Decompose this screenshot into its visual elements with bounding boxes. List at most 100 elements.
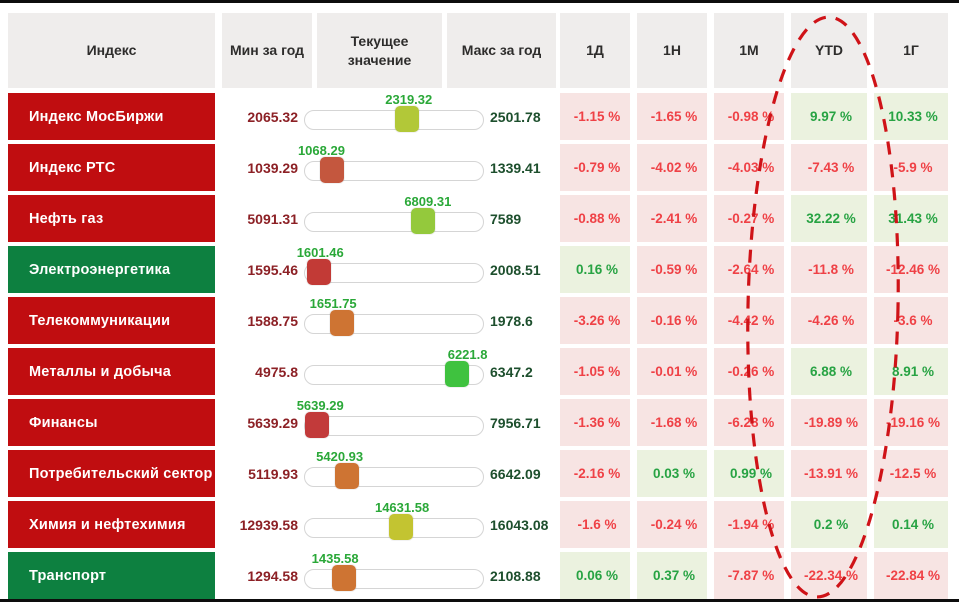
max-value: 7956.71 (490, 414, 541, 431)
slider-track[interactable] (304, 565, 484, 591)
slider-handle[interactable] (307, 259, 332, 285)
range-slider: 1601.46 (297, 245, 484, 293)
table-row: Индекс МосБиржи 2065.32 2319.32 2501.78 … (8, 92, 959, 140)
header-ytd: YTD (791, 13, 867, 88)
change-ytd: -11.8 % (791, 246, 867, 293)
index-name-cell[interactable]: Индекс РТС (8, 144, 215, 191)
change-ytd: -4.26 % (791, 297, 867, 344)
slider-track[interactable] (304, 412, 484, 438)
current-value-label: 14631.58 (374, 500, 430, 515)
index-name-cell[interactable]: Транспорт (8, 552, 215, 599)
change-1y: 8.91 % (874, 348, 948, 395)
slider-track[interactable] (304, 463, 484, 489)
current-value-label: 1068.29 (297, 143, 345, 158)
range-slider: 1068.29 (298, 143, 484, 191)
index-name: Химия и нефтехимия (29, 516, 186, 533)
slider-handle[interactable] (410, 208, 435, 234)
change-1y: -12.46 % (874, 246, 948, 293)
table-header: Индекс Мин за год Текущее значение Макс … (8, 13, 959, 88)
change-1m: -0.98 % (714, 93, 784, 140)
min-value: 2065.32 (247, 108, 298, 125)
max-value: 2501.78 (490, 108, 541, 125)
range-slider: 1651.75 (304, 296, 484, 344)
change-1d: -2.16 % (560, 450, 630, 497)
slider-handle[interactable] (444, 361, 469, 387)
slider-handle[interactable] (329, 310, 354, 336)
table-row: Транспорт 1294.58 1435.58 2108.88 0.06 %… (8, 551, 959, 599)
max-value: 1339.41 (490, 159, 541, 176)
index-name-cell[interactable]: Индекс МосБиржи (8, 93, 215, 140)
index-name-cell[interactable]: Потребительский сектор (8, 450, 215, 497)
table-row: Электроэнергетика 1595.46 1601.46 2008.5… (8, 245, 959, 293)
current-value-label: 6221.8 (447, 347, 488, 362)
max-value: 16043.08 (490, 516, 549, 533)
change-1w: -0.59 % (637, 246, 707, 293)
table-row: Металлы и добыча 4975.8 6221.8 6347.2 -1… (8, 347, 959, 395)
change-ytd: -13.91 % (791, 450, 867, 497)
index-name-cell[interactable]: Химия и нефтехимия (8, 501, 215, 548)
change-1m: -6.28 % (714, 399, 784, 446)
change-1y: -19.16 % (874, 399, 948, 446)
change-ytd: 6.88 % (791, 348, 867, 395)
change-1y: 10.33 % (874, 93, 948, 140)
table-body: Индекс МосБиржи 2065.32 2319.32 2501.78 … (8, 92, 959, 599)
year-range-cell: 1595.46 1601.46 2008.51 (222, 245, 556, 293)
slider-track[interactable] (304, 208, 484, 234)
change-1m: 0.99 % (714, 450, 784, 497)
range-slider: 2319.32 (304, 92, 484, 140)
slider-track[interactable] (304, 106, 484, 132)
range-slider: 14631.58 (304, 500, 484, 548)
header-1y: 1Г (874, 13, 948, 88)
change-1y: 31.43 % (874, 195, 948, 242)
slider-track[interactable] (304, 157, 484, 183)
range-slider: 5639.29 (297, 398, 484, 446)
index-name-cell[interactable]: Финансы (8, 399, 215, 446)
table-row: Химия и нефтехимия 12939.58 14631.58 160… (8, 500, 959, 548)
slider-track[interactable] (304, 361, 484, 387)
slider-track[interactable] (304, 259, 484, 285)
index-name-cell[interactable]: Электроэнергетика (8, 246, 215, 293)
max-value: 1978.6 (490, 312, 533, 329)
slider-track[interactable] (304, 310, 484, 336)
slider-handle[interactable] (335, 463, 360, 489)
index-name-cell[interactable]: Нефть газ (8, 195, 215, 242)
slider-handle[interactable] (319, 157, 344, 183)
min-value: 1588.75 (247, 312, 298, 329)
change-ytd: -7.43 % (791, 144, 867, 191)
change-1d: -1.05 % (560, 348, 630, 395)
current-value-label: 1435.58 (311, 551, 359, 566)
index-name-cell[interactable]: Металлы и добыча (8, 348, 215, 395)
change-1d: -1.36 % (560, 399, 630, 446)
index-name: Металлы и добыча (29, 363, 171, 380)
slider-handle[interactable] (331, 565, 356, 591)
year-range-cell: 4975.8 6221.8 6347.2 (222, 347, 556, 395)
change-1w: -1.68 % (637, 399, 707, 446)
index-name-cell[interactable]: Телекоммуникации (8, 297, 215, 344)
range-slider: 6809.31 (304, 194, 484, 242)
change-1d: -0.88 % (560, 195, 630, 242)
max-value: 6642.09 (490, 465, 541, 482)
change-1m: -2.64 % (714, 246, 784, 293)
year-range-cell: 2065.32 2319.32 2501.78 (222, 92, 556, 140)
min-value: 1595.46 (247, 261, 298, 278)
table-row: Индекс РТС 1039.29 1068.29 1339.41 -0.79… (8, 143, 959, 191)
slider-handle[interactable] (394, 106, 419, 132)
header-1w: 1Н (637, 13, 707, 88)
header-1d: 1Д (560, 13, 630, 88)
table-row: Финансы 5639.29 5639.29 7956.71 -1.36 % … (8, 398, 959, 446)
change-1w: -0.16 % (637, 297, 707, 344)
slider-handle[interactable] (388, 514, 413, 540)
change-ytd: 0.2 % (791, 501, 867, 548)
current-value-label: 1601.46 (296, 245, 344, 260)
year-range-cell: 5119.93 5420.93 6642.09 (222, 449, 556, 497)
min-value: 12939.58 (239, 516, 298, 533)
change-1d: -3.26 % (560, 297, 630, 344)
change-1d: 0.16 % (560, 246, 630, 293)
current-value-label: 2319.32 (385, 92, 433, 107)
range-slider: 1435.58 (304, 551, 484, 599)
slider-handle[interactable] (305, 412, 329, 438)
slider-track[interactable] (304, 514, 484, 540)
change-1d: -1.15 % (560, 93, 630, 140)
year-range-cell: 5639.29 5639.29 7956.71 (222, 398, 556, 446)
